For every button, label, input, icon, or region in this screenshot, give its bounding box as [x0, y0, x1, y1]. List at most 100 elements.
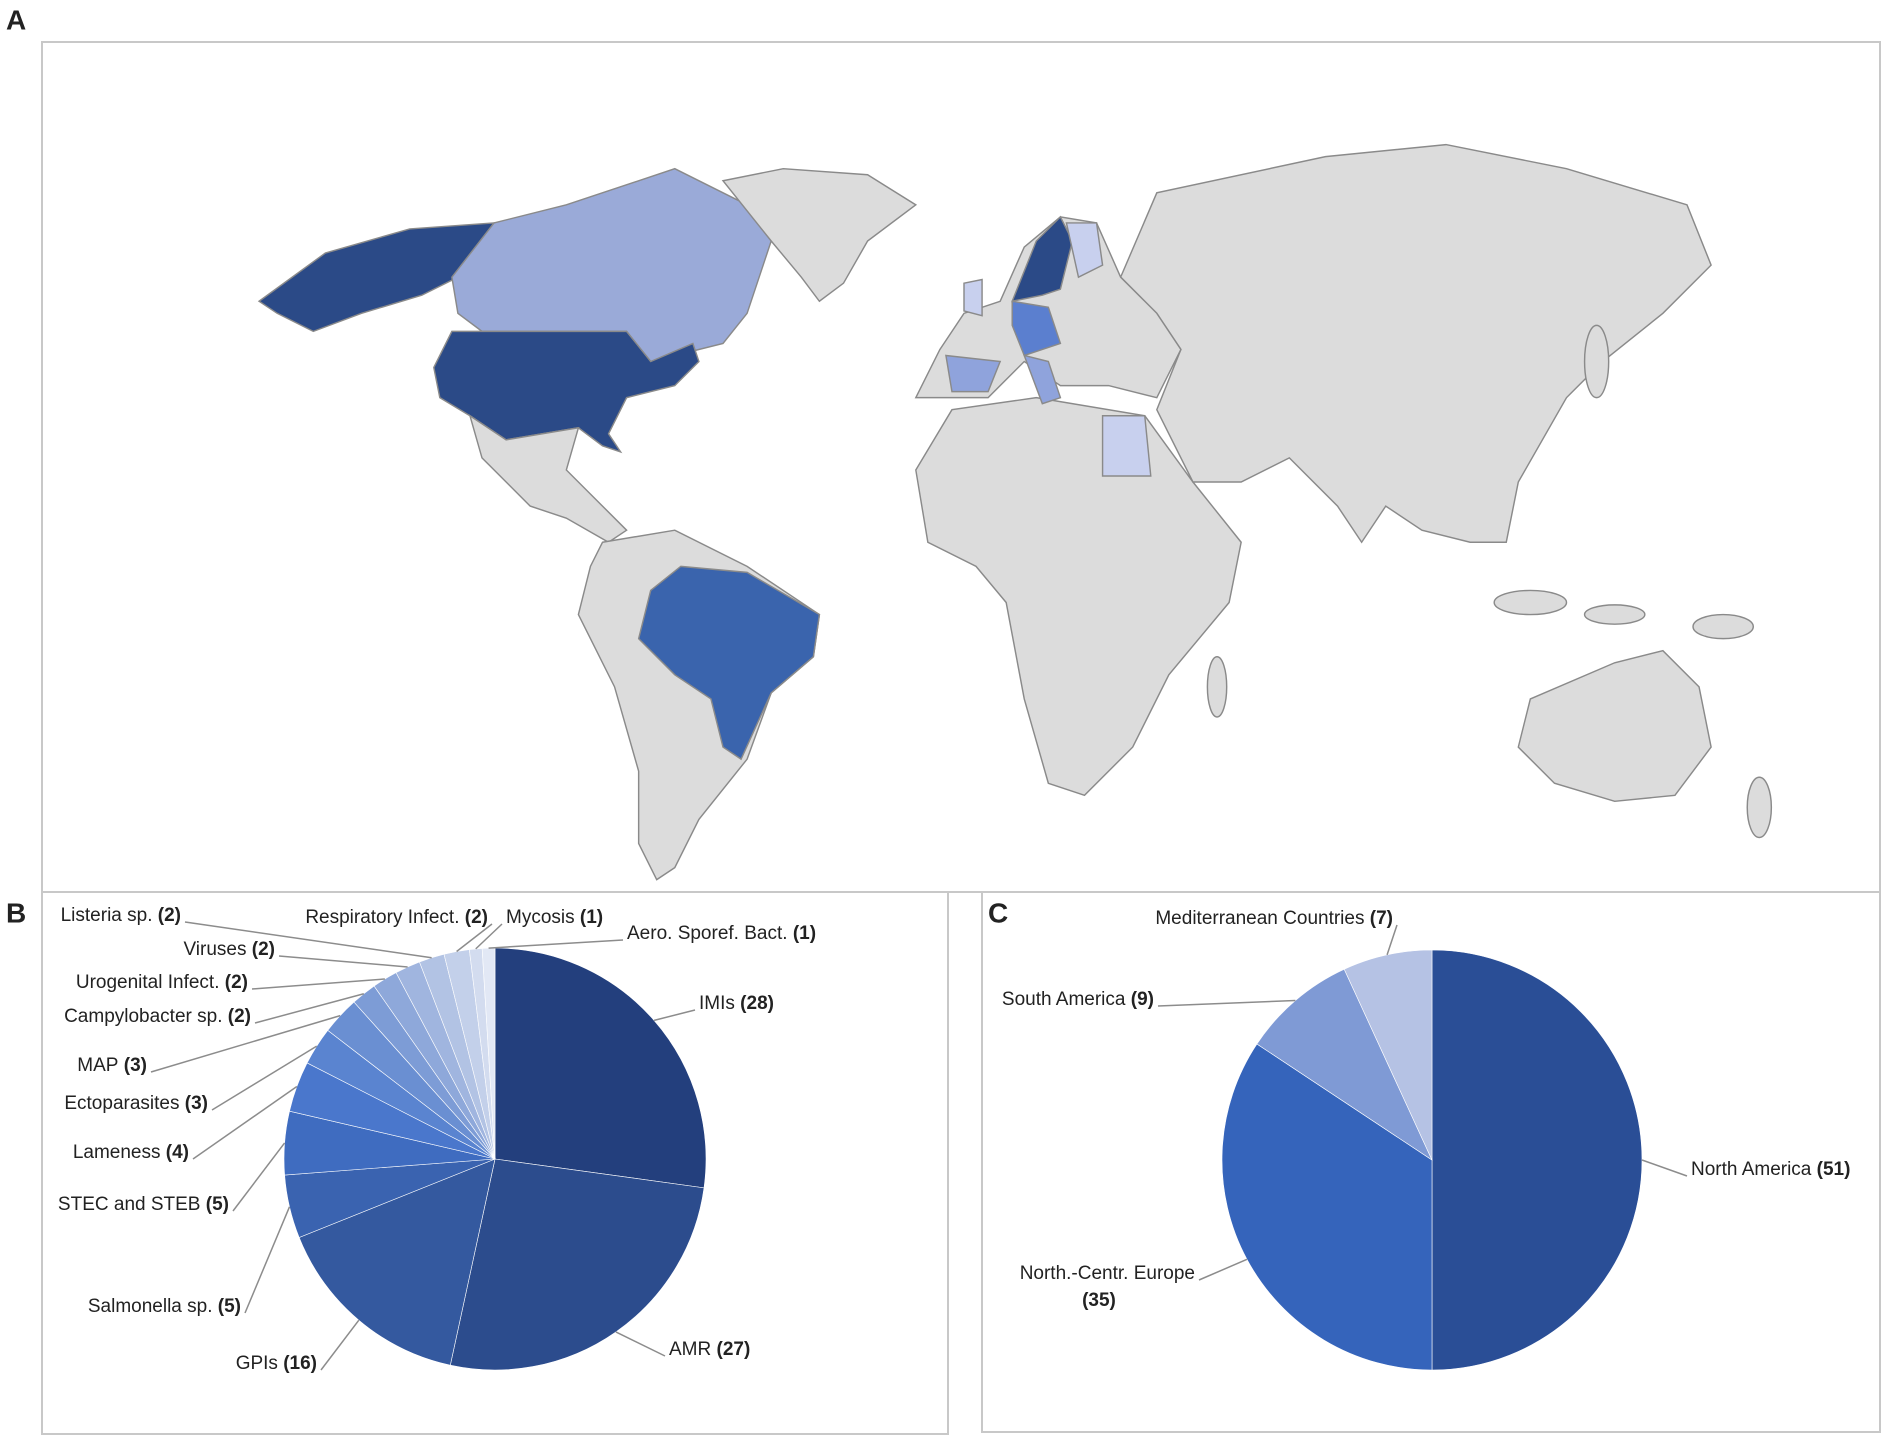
slice-label: Salmonella sp. (5) — [88, 1296, 241, 1317]
slice-name: Campylobacter sp. — [64, 1006, 222, 1027]
spain — [945, 354, 1002, 393]
slice-label: Lameness (4) — [73, 1142, 189, 1163]
slice-value: (2) — [225, 972, 248, 993]
leader-line — [251, 978, 385, 990]
slice-value: (4) — [166, 1142, 189, 1163]
panel-label: A — [6, 4, 26, 35]
slice-value: (35) — [1082, 1290, 1116, 1311]
canada — [451, 167, 772, 363]
pie-slice — [494, 947, 707, 1189]
leader-line — [184, 921, 432, 959]
indonesia — [1583, 604, 1646, 625]
slice-label: GPIs (16) — [236, 1353, 317, 1374]
leader-line — [254, 993, 364, 1024]
slice-label: South America (9) — [1002, 989, 1154, 1010]
usa — [433, 330, 700, 454]
panel-label: C — [988, 897, 1008, 928]
panel-c-frame — [981, 891, 1881, 1433]
slice-name: STEC and STEB — [58, 1194, 201, 1215]
slice-label: Urogenital Infect. (2) — [76, 972, 248, 993]
italy — [1023, 354, 1062, 405]
slice-label: Campylobacter sp. (2) — [64, 1006, 251, 1027]
slice-name: Mediterranean Countries — [1155, 908, 1364, 929]
leader-line — [244, 1206, 291, 1314]
slice-label: STEC and STEB (5) — [58, 1194, 229, 1215]
slice-name: Lameness — [73, 1142, 161, 1163]
leader-line — [475, 923, 503, 950]
greenland — [721, 167, 918, 303]
leader-line — [488, 939, 624, 949]
slice-name: AMR — [669, 1339, 711, 1360]
slice-label: Ectoparasites (3) — [64, 1093, 208, 1114]
slice-label: MAP (3) — [77, 1055, 147, 1076]
slice-label: Mycosis (1) — [506, 907, 603, 928]
slice-value: (51) — [1817, 1159, 1851, 1180]
panel-b-frame — [41, 891, 949, 1435]
slice-label: Mediterranean Countries (7) — [1155, 908, 1393, 929]
australia — [1517, 649, 1712, 803]
slice-name: Salmonella sp. — [88, 1296, 213, 1317]
slice-name: Listeria sp. — [61, 905, 153, 926]
indonesia — [1493, 589, 1568, 616]
leader-line — [1641, 1159, 1688, 1177]
leader-line — [192, 1085, 298, 1160]
slice-value: (1) — [580, 907, 603, 928]
africa — [915, 396, 1242, 797]
slice-value: (2) — [158, 905, 181, 926]
new-zealand — [1746, 776, 1773, 839]
slice-value: (5) — [218, 1296, 241, 1317]
slice-value: (2) — [228, 1006, 251, 1027]
leader-line — [1198, 1258, 1248, 1281]
leader-line — [1157, 999, 1296, 1007]
alaska — [257, 222, 496, 333]
slice-label: AMR (27) — [669, 1339, 750, 1360]
germany — [1011, 300, 1062, 357]
panel-label: B — [6, 897, 26, 928]
uk — [963, 278, 983, 317]
slice-label: Viruses (2) — [183, 939, 275, 960]
slice-value: (3) — [185, 1093, 208, 1114]
slice-label: North America (51) — [1691, 1159, 1850, 1180]
world-map — [257, 143, 1773, 881]
pie-slice — [1431, 949, 1643, 1371]
leader-line — [653, 1009, 696, 1022]
slice-value: (28) — [740, 993, 774, 1014]
asia — [1119, 143, 1712, 544]
slice-label: Aero. Sporef. Bact. (1) — [627, 923, 816, 944]
new-guinea — [1692, 613, 1754, 640]
pie-slice — [449, 1158, 705, 1371]
slice-name: North America — [1691, 1159, 1812, 1180]
leader-line — [278, 955, 408, 968]
leader-line — [615, 1331, 666, 1357]
slice-value: (1) — [793, 923, 816, 944]
slice-value: (2) — [252, 939, 275, 960]
central-america — [468, 414, 628, 544]
slice-label: North.-Centr. Europe — [1020, 1263, 1195, 1284]
slice-value: (2) — [465, 907, 488, 928]
leader-line — [232, 1142, 286, 1212]
map-frame — [41, 41, 1881, 893]
slice-value: (27) — [717, 1339, 751, 1360]
slice-name: MAP — [77, 1055, 118, 1076]
slice-name: Respiratory Infect. — [305, 907, 459, 928]
leader-line — [320, 1319, 360, 1371]
egypt — [1101, 415, 1152, 477]
slice-name: Viruses — [183, 939, 246, 960]
leader-line — [150, 1014, 341, 1073]
slice-name: Urogenital Infect. — [76, 972, 220, 993]
slice-name: IMIs — [699, 993, 735, 1014]
madagascar — [1206, 656, 1228, 718]
slice-value: (9) — [1131, 989, 1154, 1010]
leader-line — [211, 1045, 318, 1111]
slice-value: (3) — [124, 1055, 147, 1076]
slice-name: South America — [1002, 989, 1126, 1010]
leader-line — [1386, 924, 1398, 956]
slice-label: Respiratory Infect. (2) — [305, 907, 488, 928]
slice-name: Mycosis — [506, 907, 575, 928]
slice-name: GPIs — [236, 1353, 278, 1374]
slice-value: (5) — [206, 1194, 229, 1215]
slice-value: (7) — [1370, 908, 1393, 929]
japan — [1583, 324, 1610, 399]
finland — [1065, 222, 1104, 279]
